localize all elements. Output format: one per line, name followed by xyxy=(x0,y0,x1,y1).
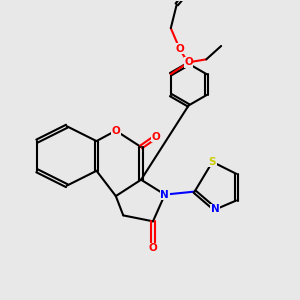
Text: S: S xyxy=(209,157,216,167)
Text: N: N xyxy=(160,190,169,200)
Text: O: O xyxy=(184,57,193,67)
Text: O: O xyxy=(152,132,160,142)
Text: O: O xyxy=(111,126,120,136)
Text: O: O xyxy=(175,44,184,54)
Text: O: O xyxy=(148,243,157,253)
Text: N: N xyxy=(211,204,220,214)
